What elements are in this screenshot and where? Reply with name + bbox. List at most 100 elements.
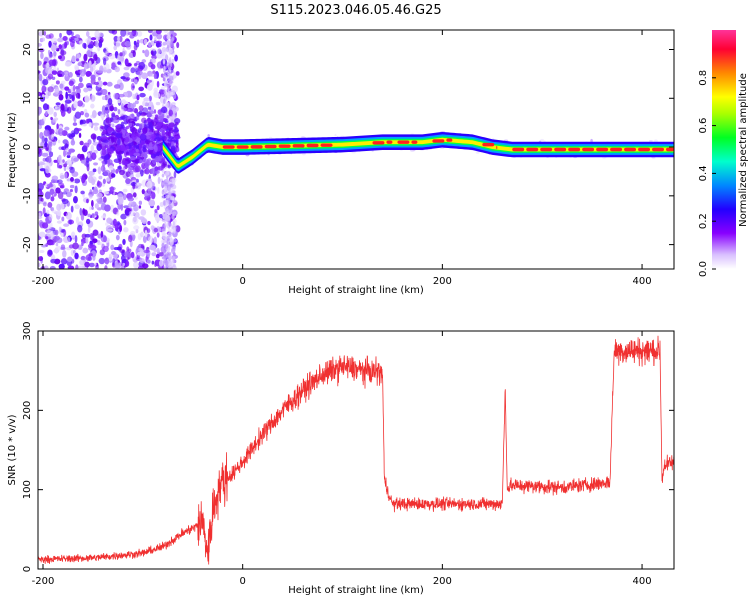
noise-blob <box>138 110 143 115</box>
noise-blob <box>166 217 171 223</box>
noise-blob <box>140 244 145 249</box>
noise-blob <box>93 125 99 131</box>
noise-blob <box>88 170 95 176</box>
noise-blob <box>168 51 172 56</box>
noise-blob <box>57 191 64 200</box>
noise-blob <box>62 159 65 164</box>
noise-blob <box>58 263 65 269</box>
noise-blob <box>85 31 90 37</box>
ridge-peak <box>512 147 525 152</box>
noise-blob <box>161 195 165 200</box>
noise-blob <box>45 66 52 75</box>
noise-blob <box>39 191 44 198</box>
ridge-peak <box>652 147 665 152</box>
noise-blob <box>154 155 161 163</box>
noise-blob <box>174 54 178 62</box>
noise-blob <box>82 42 87 49</box>
noise-blob <box>54 86 60 95</box>
noise-blob <box>109 186 115 194</box>
noise-blob <box>75 58 80 62</box>
noise-blob <box>102 160 106 168</box>
noise-blob <box>165 194 170 199</box>
noise-blob <box>55 80 60 85</box>
noise-blob <box>85 118 89 124</box>
noise-blob <box>101 148 107 156</box>
noise-blob <box>148 199 156 207</box>
noise-blob <box>43 265 49 269</box>
noise-blob <box>45 147 49 151</box>
noise-blob <box>163 161 167 166</box>
noise-blob <box>133 40 137 46</box>
noise-blob <box>133 261 139 269</box>
noise-blob <box>90 133 97 140</box>
noise-blob <box>149 48 157 52</box>
noise-blob <box>40 52 44 60</box>
noise-blob <box>45 236 49 240</box>
noise-blob <box>127 197 135 202</box>
colorbar-tick-label: 0.0 <box>698 261 709 277</box>
snr-axes: -200 0 200 400 0 100 200 300 <box>22 321 674 587</box>
noise-blob <box>78 40 84 45</box>
noise-blob <box>67 265 75 269</box>
noise-blob <box>141 263 149 269</box>
noise-blob <box>166 178 170 184</box>
noise-blob <box>51 175 59 181</box>
noise-blob <box>173 170 177 179</box>
noise-blob <box>88 262 95 268</box>
ridge-peak <box>582 147 595 152</box>
noise-blob <box>59 50 67 56</box>
noise-blob <box>42 103 49 111</box>
noise-blob <box>102 245 109 253</box>
noise-blob <box>166 248 171 252</box>
noise-blob <box>75 216 80 225</box>
noise-blob <box>152 70 156 75</box>
noise-blob <box>72 122 78 126</box>
noise-blob <box>105 117 112 124</box>
noise-blob <box>120 108 125 117</box>
noise-blob <box>76 53 81 59</box>
noise-blob <box>86 49 92 57</box>
y-tick-label: 100 <box>22 480 33 499</box>
noise-blob <box>84 95 90 103</box>
noise-blob <box>163 65 166 72</box>
noise-blob <box>106 228 113 232</box>
noise-blob <box>269 136 273 139</box>
ridge-peak <box>397 140 410 144</box>
noise-blob <box>60 80 66 85</box>
noise-blob <box>117 108 121 115</box>
noise-blob <box>142 100 146 107</box>
noise-blob <box>104 145 109 149</box>
noise-blob <box>59 175 65 180</box>
noise-blob <box>92 229 99 236</box>
noise-blob <box>129 200 133 205</box>
noise-blob <box>122 193 127 201</box>
noise-blob <box>85 70 92 77</box>
noise-blob <box>118 82 124 91</box>
noise-blob <box>38 231 46 238</box>
noise-blob <box>167 164 171 169</box>
noise-blob <box>132 192 137 198</box>
noise-blob <box>171 202 175 208</box>
noise-blob <box>120 103 124 111</box>
noise-blob <box>140 156 145 160</box>
noise-blob <box>41 85 47 93</box>
x-tick-label: -200 <box>32 276 55 287</box>
noise-blob <box>648 140 653 142</box>
noise-blob <box>53 159 58 163</box>
noise-blob <box>72 84 76 92</box>
noise-blob <box>156 80 160 88</box>
noise-blob <box>91 152 97 161</box>
noise-blob <box>127 31 134 36</box>
noise-blob <box>121 265 125 269</box>
noise-blob <box>138 247 144 252</box>
noise-blob <box>111 251 117 256</box>
noise-blob <box>156 232 160 238</box>
noise-blob <box>133 63 138 67</box>
noise-blob <box>45 165 50 174</box>
noise-blob <box>50 258 57 264</box>
noise-blob <box>91 213 95 219</box>
noise-blob <box>38 182 44 191</box>
noise-blob <box>87 44 94 49</box>
noise-blob <box>166 115 170 119</box>
noise-blob <box>168 136 175 140</box>
